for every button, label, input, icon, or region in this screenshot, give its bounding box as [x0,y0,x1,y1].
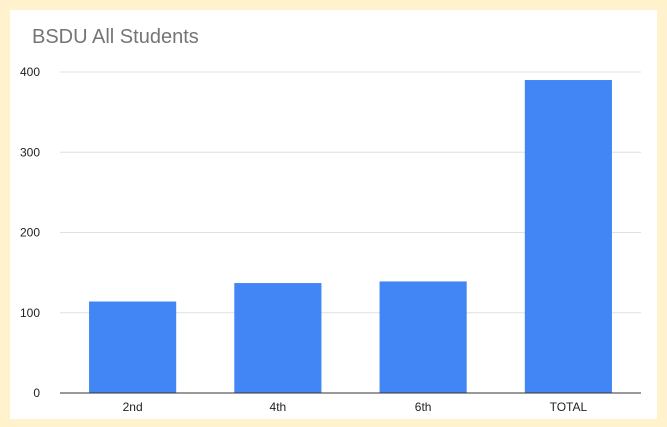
x-axis-tick-labels: 2nd 4th 6th TOTAL [123,400,588,414]
bar-chart: 0 100 200 300 400 2nd 4th 6th TOTAL [20,65,641,414]
y-tick-label: 200 [20,226,40,240]
x-tick-label: 6th [415,400,432,414]
bar-6th [379,281,467,393]
y-tick-label: 300 [20,145,40,159]
bar-total [524,80,612,394]
x-tick-label: 4th [270,400,287,414]
y-tick-label: 400 [20,65,40,79]
bar-4th [234,283,322,393]
x-tick-label: TOTAL [550,400,588,414]
bars [89,80,612,394]
chart-card: BSDU All Students 0 100 200 300 400 2nd 4th 6t… [10,10,657,419]
x-tick-label: 2nd [123,400,143,414]
y-tick-label: 100 [20,306,40,320]
bar-2nd [89,301,177,393]
chart-title: BSDU All Students [32,26,199,48]
y-tick-label: 0 [33,386,40,400]
y-axis-tick-labels: 0 100 200 300 400 [20,65,40,400]
